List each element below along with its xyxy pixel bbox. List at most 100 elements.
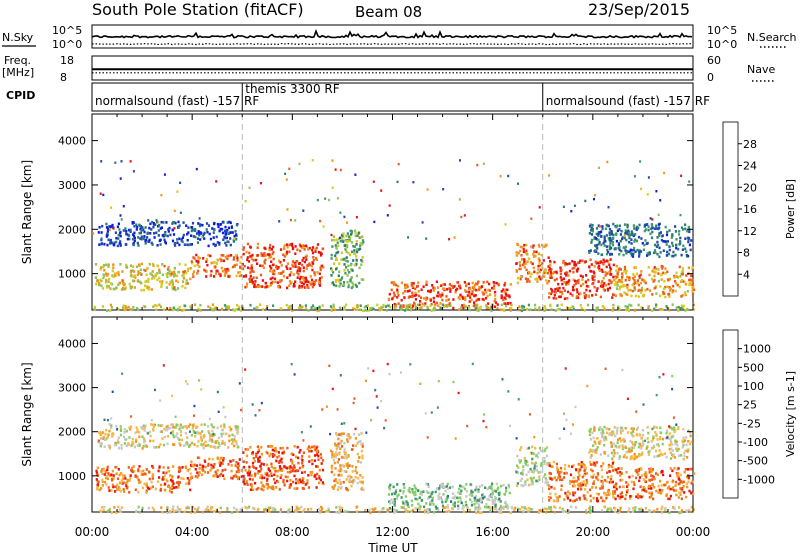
echo-cell — [526, 478, 529, 481]
echo-cell — [291, 247, 295, 251]
echo-cell — [664, 285, 667, 289]
echo-cell — [643, 225, 646, 228]
echo-cell — [147, 280, 150, 283]
echo-cell — [144, 226, 147, 229]
echo-cell — [245, 250, 248, 254]
echo-cell — [244, 274, 247, 277]
echo-cell — [204, 444, 207, 447]
echo-cell — [608, 470, 611, 473]
echo-cell — [352, 481, 355, 485]
echo-cell — [403, 289, 407, 293]
echo-cell — [225, 305, 228, 308]
echo-cell — [618, 286, 622, 289]
echo-cell — [335, 284, 338, 288]
echo-cell — [320, 462, 323, 465]
echo-cell — [631, 283, 634, 287]
echo-cell — [543, 245, 546, 248]
echo-cell — [354, 173, 357, 176]
echo-cell — [575, 498, 578, 501]
echo-cell — [636, 426, 639, 430]
echo-cell — [533, 270, 536, 274]
echo-cell — [544, 269, 547, 272]
echo-cell — [114, 272, 117, 276]
echo-cell — [244, 448, 247, 451]
echo-cell — [643, 473, 646, 476]
echo-cell — [627, 250, 630, 253]
echo-cell — [635, 471, 639, 474]
colorbar-tick-label: 24 — [743, 160, 757, 173]
echo-cell — [509, 301, 512, 305]
echo-cell — [164, 231, 167, 234]
echo-cell — [116, 225, 119, 229]
echo-cell — [106, 309, 109, 313]
echo-cell — [291, 244, 294, 248]
echo-cell — [158, 476, 161, 479]
echo-cell — [516, 464, 519, 468]
echo-cell — [135, 440, 138, 443]
echo-cell — [184, 425, 187, 428]
echo-cell — [560, 484, 563, 488]
echo-cell — [551, 290, 554, 294]
echo-cell — [627, 309, 631, 313]
echo-cell — [294, 265, 297, 268]
echo-cell — [294, 481, 298, 485]
echo-cell — [226, 507, 229, 510]
echo-cell — [582, 282, 585, 286]
echo-cell — [103, 438, 107, 441]
echo-cell — [249, 255, 252, 258]
echo-cell — [686, 308, 689, 311]
echo-cell — [250, 264, 253, 267]
echo-cell — [291, 462, 294, 465]
echo-cell — [103, 473, 106, 476]
echo-cell — [349, 236, 352, 239]
echo-cell — [179, 443, 182, 447]
echo-cell — [590, 263, 593, 266]
echo-cell — [688, 283, 691, 287]
echo-cell — [535, 250, 538, 254]
echo-cell — [129, 474, 132, 477]
echo-cell — [675, 243, 678, 247]
echo-cell — [207, 244, 210, 248]
echo-cell — [637, 226, 640, 230]
echo-cell — [661, 271, 665, 275]
echo-cell — [283, 465, 286, 468]
echo-cell — [452, 503, 455, 506]
echo-cell — [651, 230, 654, 234]
echo-cell — [221, 440, 224, 443]
echo-cell — [616, 429, 619, 432]
echo-cell — [132, 170, 135, 173]
echo-cell — [255, 453, 258, 457]
echo-cell — [345, 456, 348, 460]
echo-cell — [441, 293, 444, 297]
echo-cell — [100, 284, 103, 288]
echo-cell — [618, 496, 621, 499]
echo-cell — [613, 492, 616, 495]
echo-cell — [594, 475, 598, 479]
echo-cell — [409, 309, 412, 312]
echo-cell — [560, 470, 563, 474]
echo-cell — [566, 272, 569, 275]
echo-cell — [550, 485, 553, 489]
echo-cell — [497, 491, 500, 495]
echo-cell — [359, 304, 362, 307]
echo-cell — [668, 229, 671, 232]
echo-cell — [232, 475, 235, 478]
echo-cell — [292, 466, 295, 470]
echo-cell — [656, 473, 659, 477]
echo-cell — [610, 451, 613, 455]
echo-cell — [620, 426, 623, 430]
echo-cell — [431, 499, 434, 502]
echo-cell — [298, 451, 301, 454]
echo-cell — [242, 474, 245, 478]
echo-cell — [630, 233, 633, 236]
echo-cell — [268, 454, 271, 458]
echo-cell — [488, 494, 491, 498]
echo-cell — [629, 457, 632, 461]
echo-cell — [670, 426, 673, 430]
echo-cell — [168, 489, 171, 493]
echo-cell — [631, 441, 634, 444]
echo-cell — [560, 278, 563, 282]
echo-cell — [288, 250, 291, 254]
echo-cell — [623, 270, 626, 273]
echo-cell — [210, 269, 213, 273]
